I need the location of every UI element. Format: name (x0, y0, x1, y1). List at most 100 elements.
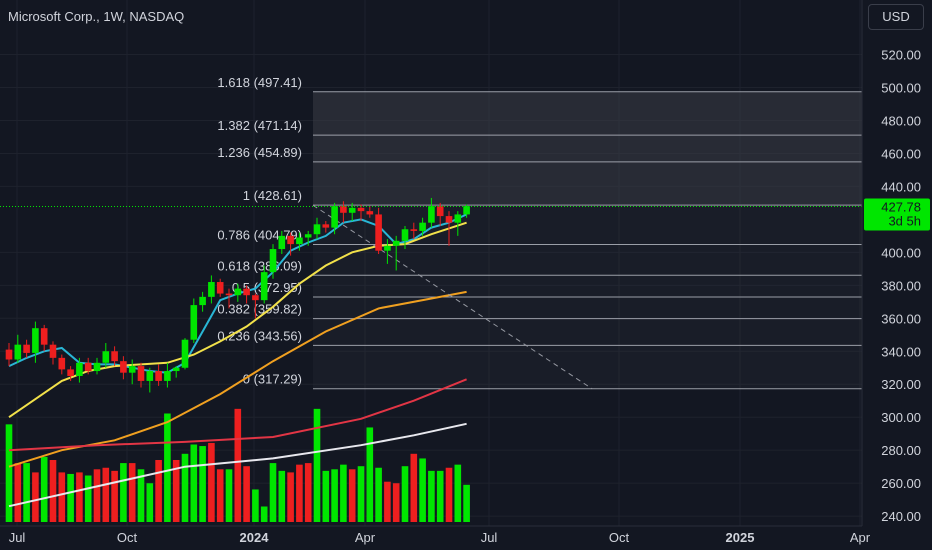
volume-bar (5, 424, 13, 522)
volume-bar (40, 456, 48, 522)
volume-bar (419, 458, 426, 522)
volume-bar (331, 469, 338, 522)
candle-body (128, 366, 136, 373)
volume-bar (252, 489, 259, 522)
symbol-title[interactable]: Microsoft Corp., 1W, NASDAQ (8, 9, 185, 24)
candle (84, 357, 92, 375)
candle (155, 364, 162, 386)
time-tick-label: Apr (355, 530, 376, 545)
candle (445, 211, 453, 246)
candle-body (419, 222, 426, 231)
candle (410, 222, 418, 240)
candle-body (49, 344, 57, 358)
fib-level-label: 1 (428.61) (243, 188, 302, 203)
fibonacci-retracement[interactable]: 1.618 (497.41) 1.382 (471.14) 1.236 (454.8… (217, 75, 862, 390)
candle-body (278, 235, 286, 250)
volume-bar (366, 427, 374, 522)
fib-zone (313, 275, 862, 297)
candle-body (172, 367, 180, 372)
fib-level-label: 0.382 (359.82) (217, 302, 302, 317)
candle-body (40, 328, 48, 345)
fib-zone (313, 205, 862, 245)
volume-bar (375, 467, 382, 522)
candle (287, 232, 294, 256)
volume-bar (155, 460, 162, 522)
candle-body (401, 229, 409, 241)
candle (181, 338, 189, 370)
candle (252, 293, 259, 319)
candle-body (190, 305, 198, 340)
price-tick-label: 460.00 (881, 146, 921, 161)
candle (128, 359, 136, 385)
volume-bar (454, 464, 462, 522)
candle-body (243, 288, 250, 296)
candle-body (234, 288, 242, 296)
price-tick-label: 400.00 (881, 245, 921, 260)
time-axis[interactable]: Jul Oct 2024 Apr Jul Oct 2025 Apr (0, 525, 932, 550)
volume-bar (234, 408, 242, 522)
candle (304, 230, 312, 246)
time-axis-bg (0, 526, 932, 550)
volume-bar (287, 472, 294, 522)
candle-body (428, 206, 435, 223)
price-tick-label: 520.00 (881, 48, 921, 63)
volume-bar (199, 446, 206, 522)
candle (348, 202, 356, 222)
candle (76, 357, 83, 383)
candle (428, 197, 435, 228)
candle (14, 334, 22, 363)
trend-line[interactable] (312, 204, 593, 390)
price-axis[interactable]: 520.00 500.00 480.00 460.00 440.00 400.00 380.… (861, 0, 932, 550)
candle-body (164, 371, 171, 381)
volume-bar (278, 470, 286, 522)
candle-body (348, 207, 356, 213)
candle-body (208, 282, 215, 297)
price-tick-label: 260.00 (881, 476, 921, 491)
candle (454, 211, 462, 236)
volume-bar (111, 470, 118, 522)
fib-zone (313, 135, 862, 162)
fib-level-label: 1.236 (454.89) (217, 145, 302, 160)
volume-bar (340, 464, 347, 522)
volume-bar (436, 470, 444, 522)
volume-bar (463, 484, 470, 522)
volume-bar (128, 463, 136, 522)
candle (225, 288, 233, 309)
candle-body (331, 206, 338, 228)
candle-body (410, 229, 418, 231)
volume-bar (164, 413, 171, 522)
candle-body (322, 224, 330, 228)
volume-bar (260, 506, 268, 522)
dashed-trend-line[interactable] (312, 204, 593, 390)
volume-bar (392, 483, 400, 522)
candle-body (454, 214, 462, 223)
volume-bar (172, 460, 180, 522)
candle-body (93, 362, 101, 372)
volume-bar (348, 469, 356, 522)
volume-bar (357, 466, 365, 522)
fib-zone (313, 296, 862, 319)
candle (419, 217, 426, 236)
candle (146, 367, 154, 393)
candle-body (252, 295, 259, 301)
candle-body (102, 351, 110, 363)
candle-body (67, 369, 74, 376)
price-axis-bg (862, 0, 932, 550)
fib-zone (313, 244, 862, 276)
volume-bar (313, 408, 321, 522)
volume-bar (146, 483, 154, 522)
candle-body (384, 245, 391, 251)
volume-bar (428, 470, 435, 522)
candle (111, 346, 118, 367)
candle-body (58, 357, 66, 370)
candle-body (463, 206, 470, 215)
candle-body (357, 207, 365, 212)
candle-body (366, 211, 374, 215)
volume-bar (93, 469, 101, 522)
candle (216, 278, 224, 297)
candle (401, 225, 409, 250)
currency-button[interactable]: USD (868, 4, 924, 30)
price-tick-label: 240.00 (881, 509, 921, 524)
candle (278, 230, 286, 254)
